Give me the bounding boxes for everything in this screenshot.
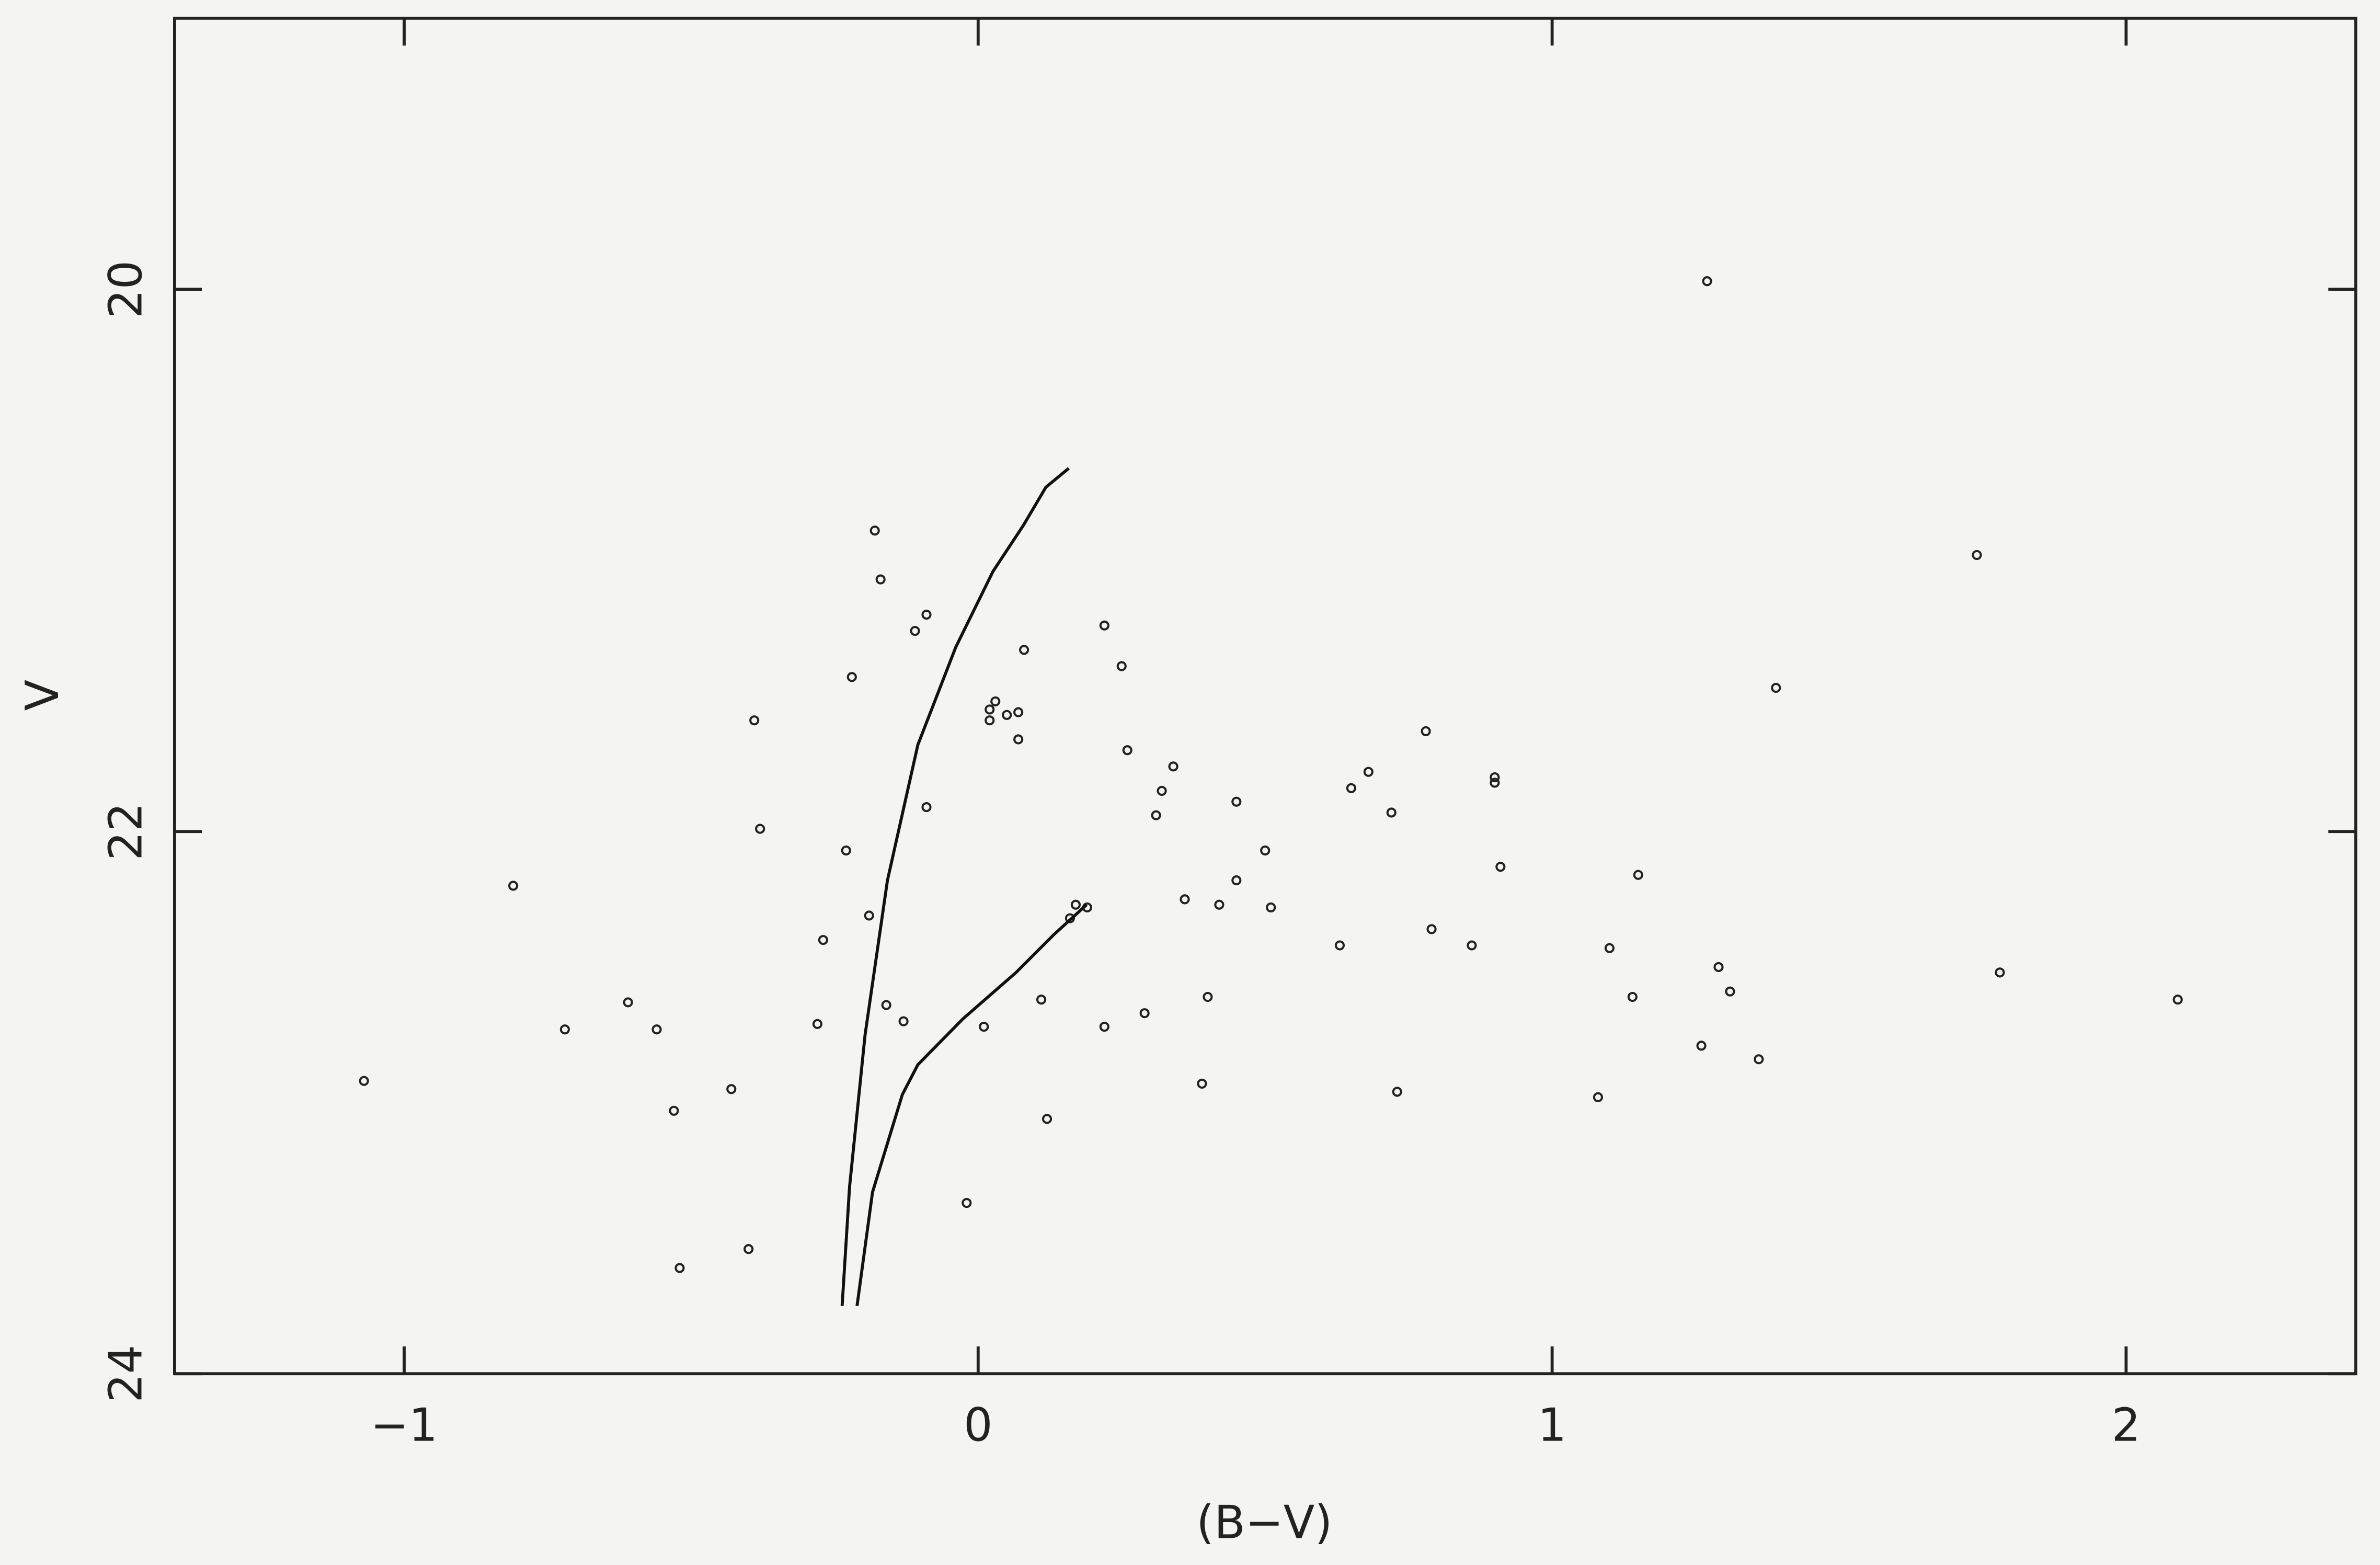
point: [1754, 1054, 1764, 1065]
point: [743, 1244, 754, 1254]
y-tick-label: 24: [99, 1345, 153, 1403]
x-tick-label: 0: [964, 1399, 992, 1452]
point: [674, 1263, 685, 1273]
point: [1633, 870, 1643, 880]
point: [755, 824, 765, 834]
isochrone-line: [855, 904, 1088, 1306]
point: [1019, 645, 1029, 655]
point: [962, 1198, 972, 1208]
point: [1099, 1021, 1109, 1032]
point: [921, 802, 932, 813]
point: [1266, 902, 1276, 913]
point: [812, 1019, 822, 1029]
point: [846, 672, 857, 682]
point: [651, 1024, 662, 1035]
point: [1231, 796, 1242, 807]
point: [1260, 845, 1271, 856]
y-tick-label: 22: [99, 803, 153, 861]
point: [1070, 899, 1081, 910]
x-tick-label: −1: [371, 1399, 438, 1452]
point: [1346, 783, 1356, 793]
point: [1604, 943, 1615, 953]
plot-frame: [173, 16, 2358, 1376]
y-tick-label: 20: [99, 260, 153, 318]
point: [881, 1000, 891, 1010]
point: [985, 704, 995, 715]
point: [726, 1084, 737, 1094]
point: [1490, 778, 1500, 788]
point: [1490, 772, 1500, 783]
point: [1495, 862, 1506, 872]
point: [1203, 991, 1213, 1002]
point: [1042, 1114, 1052, 1124]
point: [1593, 1092, 1603, 1102]
point: [1995, 967, 2005, 978]
point: [1116, 661, 1127, 671]
point: [1139, 1008, 1150, 1019]
point: [1771, 682, 1781, 693]
point: [898, 1016, 909, 1026]
point: [1386, 807, 1397, 818]
point: [359, 1076, 369, 1086]
point: [990, 696, 1001, 706]
point: [979, 1021, 989, 1032]
point: [1363, 767, 1374, 777]
point: [1036, 995, 1047, 1005]
y-axis-label: V: [16, 680, 69, 711]
point: [875, 574, 886, 585]
point: [1099, 620, 1109, 631]
point: [1426, 924, 1437, 934]
point: [910, 626, 920, 636]
point: [985, 715, 995, 726]
point: [1168, 761, 1178, 772]
point: [864, 910, 874, 921]
point: [2172, 995, 2183, 1005]
point: [1713, 962, 1724, 973]
point: [623, 997, 633, 1008]
point: [1725, 986, 1735, 997]
point: [1231, 875, 1242, 886]
point: [1214, 899, 1225, 910]
point: [818, 935, 828, 945]
point: [1702, 276, 1712, 287]
point: [1972, 550, 1982, 561]
point: [869, 526, 880, 536]
point: [508, 881, 519, 891]
point: [1392, 1087, 1402, 1097]
point: [1013, 734, 1024, 745]
point: [1421, 726, 1431, 737]
isochrone-line: [840, 467, 1070, 1306]
point: [1197, 1078, 1207, 1089]
point: [669, 1105, 679, 1116]
point: [559, 1024, 570, 1035]
x-axis-label: (B−V): [1196, 1495, 1332, 1549]
point: [921, 609, 932, 620]
point: [1002, 710, 1012, 720]
point: [1334, 940, 1345, 951]
point: [1696, 1041, 1707, 1051]
point: [841, 845, 851, 856]
x-tick-label: 1: [1538, 1399, 1566, 1452]
point: [1151, 810, 1161, 820]
point: [749, 715, 760, 726]
point: [1122, 745, 1132, 756]
point: [1627, 991, 1638, 1002]
point: [1180, 894, 1190, 905]
point: [1157, 785, 1167, 796]
point: [1013, 707, 1024, 717]
point: [1467, 940, 1477, 951]
x-tick-label: 2: [2112, 1399, 2141, 1452]
